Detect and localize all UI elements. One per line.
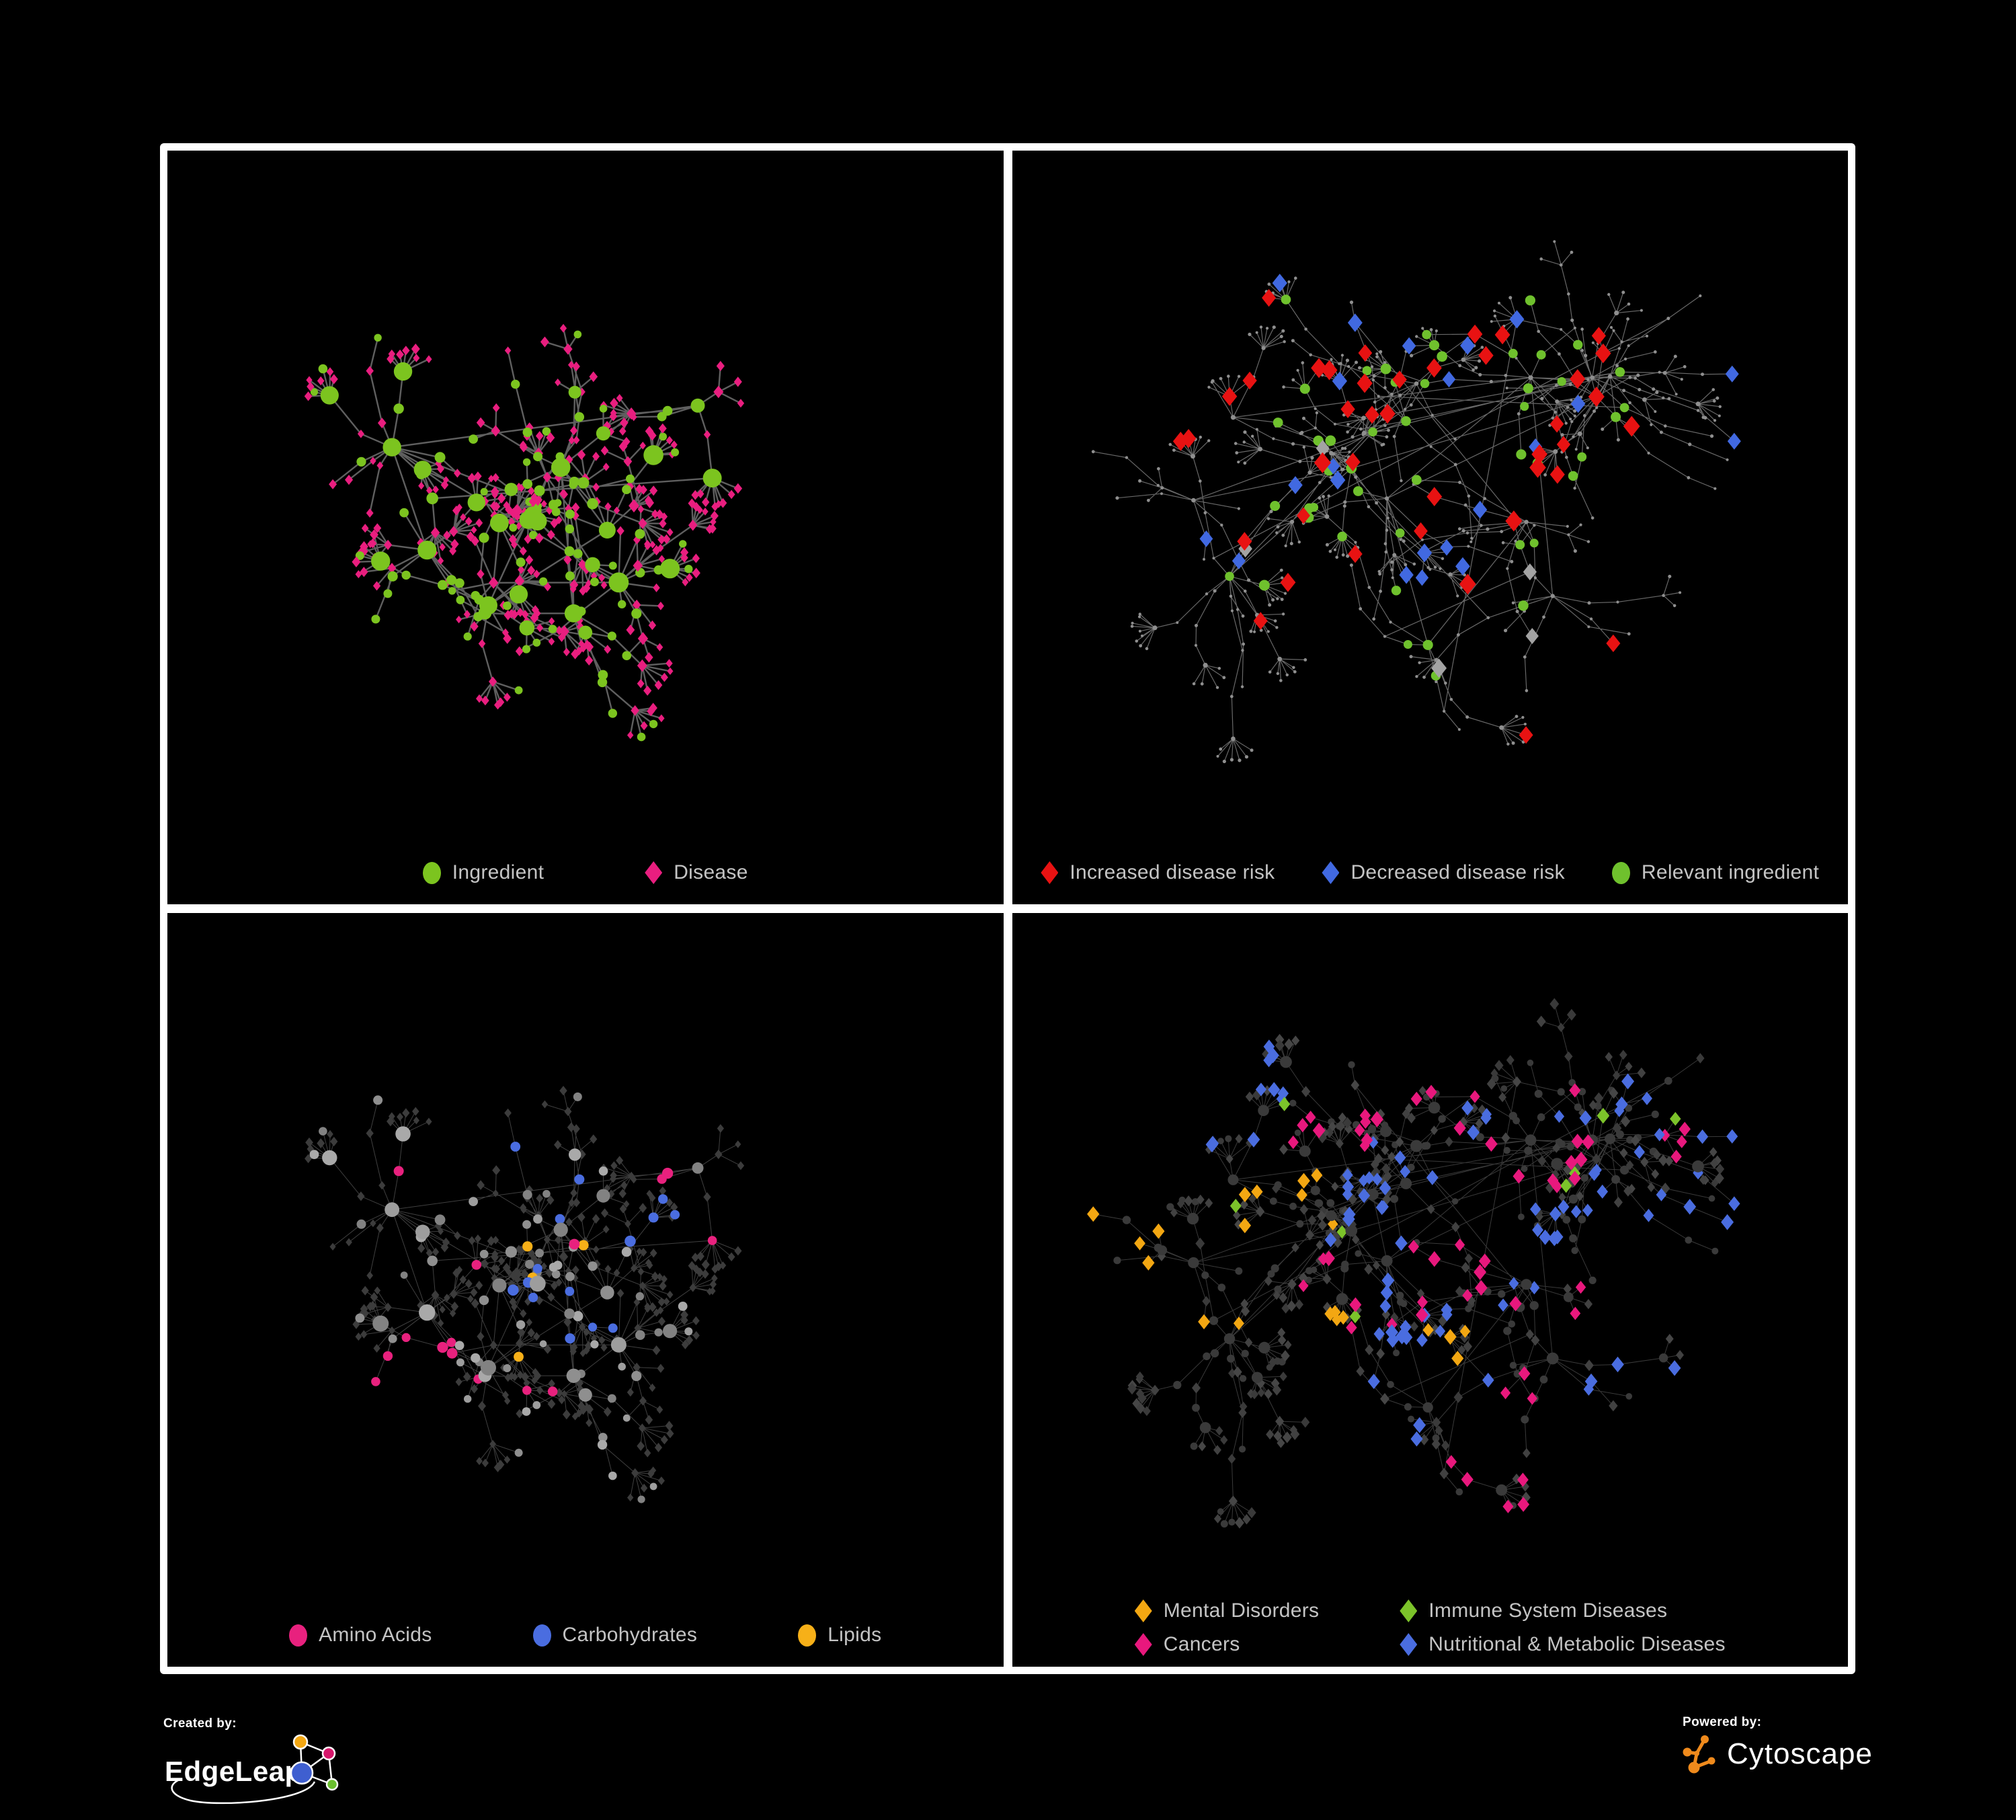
legend-label: Immune System Diseases — [1428, 1599, 1668, 1622]
legend-item-carbohydrates: Carbohydrates — [532, 1624, 698, 1647]
cytoscape-wordmark: Cytoscape — [1727, 1737, 1873, 1770]
legend-label: Decreased disease risk — [1350, 861, 1565, 883]
panel-macronutrients-network: Amino Acids Carbohydrates Lipids — [167, 913, 1004, 1667]
amino-acids-circle-icon — [289, 1624, 308, 1647]
legend-item-relevant-ingredient: Relevant ingredient — [1611, 861, 1820, 884]
cytoscape-branding: Powered by: Cytoscape — [1683, 1715, 1873, 1774]
powered-by-label: Powered by: — [1683, 1715, 1762, 1729]
legend-item-cancers: Cancers — [1134, 1633, 1320, 1656]
cancers-diamond-icon — [1134, 1633, 1152, 1656]
legend-item-increased-disease-risk: Increased disease risk — [1041, 861, 1275, 884]
relevant-ingredient-circle-icon — [1611, 861, 1630, 884]
lipids-circle-icon — [798, 1624, 817, 1647]
disease-diamond-icon — [645, 861, 663, 884]
mental-disorders-diamond-icon — [1134, 1599, 1152, 1622]
edgeleap-branding: Created by: EdgeLeap — [163, 1716, 392, 1814]
legend-label: Increased disease risk — [1070, 861, 1275, 883]
panel-disease-categories-network: Mental Disorders Cancers Immune System Dis… — [1012, 913, 1849, 1667]
legend: Mental Disorders Cancers Immune System Dis… — [1012, 1599, 1849, 1656]
legend-item-nutritional-metabolic-diseases: Nutritional & Metabolic Diseases — [1400, 1633, 1725, 1656]
legend-label: Cancers — [1163, 1633, 1240, 1655]
legend-label: Nutritional & Metabolic Diseases — [1428, 1633, 1726, 1655]
legend-label: Carbohydrates — [562, 1624, 698, 1646]
panel-disease-risk-network: Increased disease risk Decreased disease … — [1012, 151, 1849, 904]
ingredient-circle-icon — [422, 861, 441, 884]
edgeleap-node-blue — [290, 1761, 314, 1785]
legend-item-lipids: Lipids — [798, 1624, 881, 1647]
legend-label: Lipids — [828, 1624, 882, 1646]
decreased-disease-risk-diamond-icon — [1322, 861, 1340, 884]
network-grid: Ingredient Disease Increased disease risk… — [160, 143, 1855, 1674]
legend-item-disease: Disease — [645, 861, 748, 884]
created-by-label: Created by: — [163, 1716, 237, 1731]
nutritional-metabolic-diseases-diamond-icon — [1400, 1633, 1418, 1656]
legend-label: Ingredient — [452, 861, 545, 883]
legend: Ingredient Disease — [167, 861, 1004, 884]
legend-item-mental-disorders: Mental Disorders — [1134, 1599, 1320, 1622]
edgeleap-logo: EdgeLeap — [165, 1734, 339, 1805]
edgeleap-wordmark: EdgeLeap — [165, 1755, 303, 1787]
legend-label: Mental Disorders — [1163, 1599, 1320, 1622]
network-graph — [304, 323, 745, 742]
legend-item-decreased-disease-risk: Decreased disease risk — [1322, 861, 1565, 884]
edgeleap-node-orange — [292, 1734, 309, 1750]
legend-label: Relevant ingredient — [1641, 861, 1820, 883]
panel-ingredient-disease-network: Ingredient Disease — [167, 151, 1004, 904]
legend: Increased disease risk Decreased disease … — [1012, 861, 1849, 884]
cytoscape-icon-nodes — [1683, 1735, 1716, 1774]
edgeleap-swoosh — [171, 1778, 316, 1805]
network-graph — [1086, 998, 1740, 1529]
network-graph — [305, 1086, 745, 1503]
legend: Amino Acids Carbohydrates Lipids — [167, 1624, 1004, 1647]
edgeleap-node-pink — [321, 1746, 336, 1761]
legend-label: Amino Acids — [319, 1624, 432, 1646]
network-graph — [1091, 240, 1741, 764]
cytoscape-logo-icon — [1683, 1735, 1716, 1774]
legend-label: Disease — [674, 861, 748, 883]
legend-item-immune-system-diseases: Immune System Diseases — [1400, 1599, 1725, 1622]
legend-item-ingredient: Ingredient — [422, 861, 545, 884]
edgeleap-node-green — [325, 1778, 339, 1791]
carbohydrates-circle-icon — [532, 1624, 551, 1647]
legend-item-amino-acids: Amino Acids — [289, 1624, 432, 1647]
immune-system-diseases-diamond-icon — [1400, 1599, 1418, 1622]
increased-disease-risk-diamond-icon — [1041, 861, 1059, 884]
